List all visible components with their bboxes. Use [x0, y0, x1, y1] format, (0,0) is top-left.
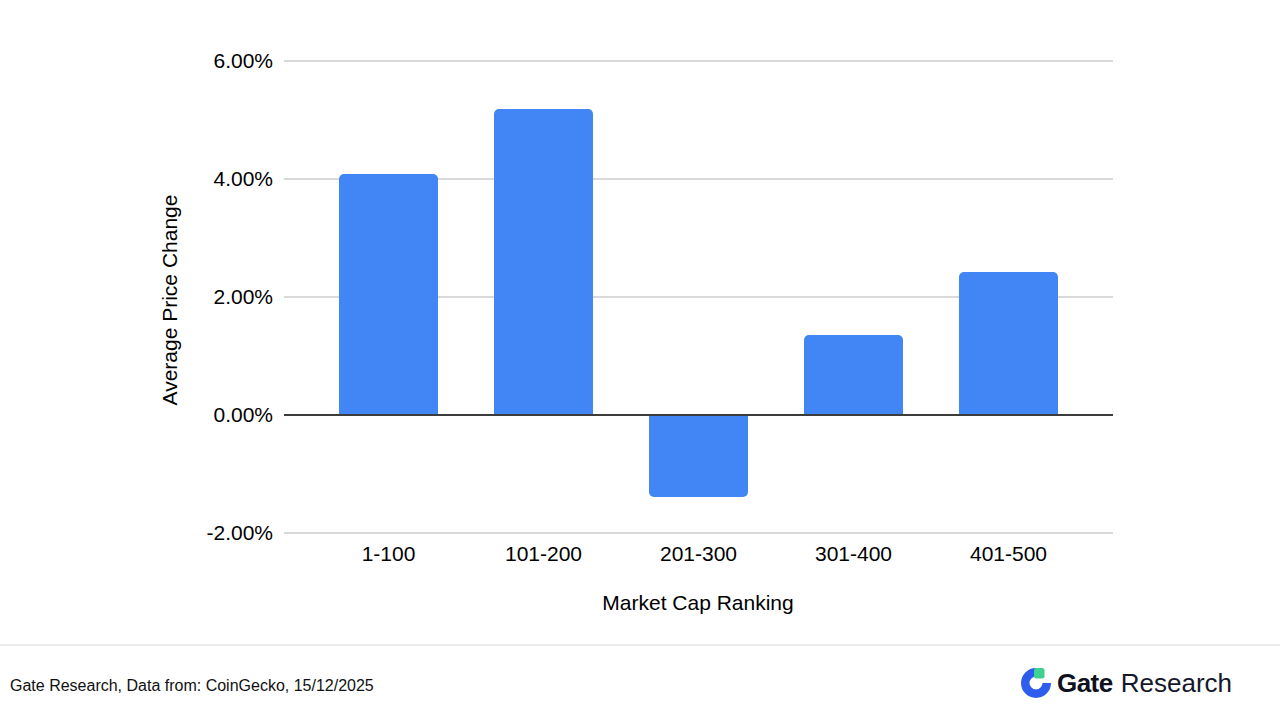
- x-axis-tick-label: 401-500: [934, 541, 1084, 567]
- bar-401-500: [959, 272, 1058, 415]
- gridline: [284, 60, 1113, 62]
- data-source-text: Gate Research, Data from: CoinGecko, 15/…: [10, 676, 374, 696]
- logo-suffix-text: Research: [1121, 668, 1232, 699]
- x-axis-tick-label: 201-300: [624, 541, 774, 567]
- footer-divider: [0, 644, 1280, 646]
- zero-axis-line: [284, 414, 1113, 416]
- x-axis-title: Market Cap Ranking: [498, 590, 898, 616]
- logo-brand-text: Gate: [1057, 668, 1113, 699]
- chart-page: 6.00%4.00%2.00%0.00%-2.00%1-100101-20020…: [0, 0, 1280, 724]
- bar-101-200: [494, 109, 593, 415]
- gridline: [284, 532, 1113, 534]
- x-axis-tick-label: 301-400: [779, 541, 929, 567]
- gate-logo-icon: [1021, 668, 1051, 698]
- bar-301-400: [804, 335, 903, 415]
- gate-research-logo: Gate Research: [1021, 666, 1232, 700]
- bar-1-100: [339, 174, 438, 415]
- gate-logo-green-square: [1034, 668, 1045, 679]
- y-axis-title: Average Price Change: [157, 60, 183, 540]
- x-axis-tick-label: 1-100: [314, 541, 464, 567]
- x-axis-tick-label: 101-200: [469, 541, 619, 567]
- bar-201-300: [649, 416, 748, 497]
